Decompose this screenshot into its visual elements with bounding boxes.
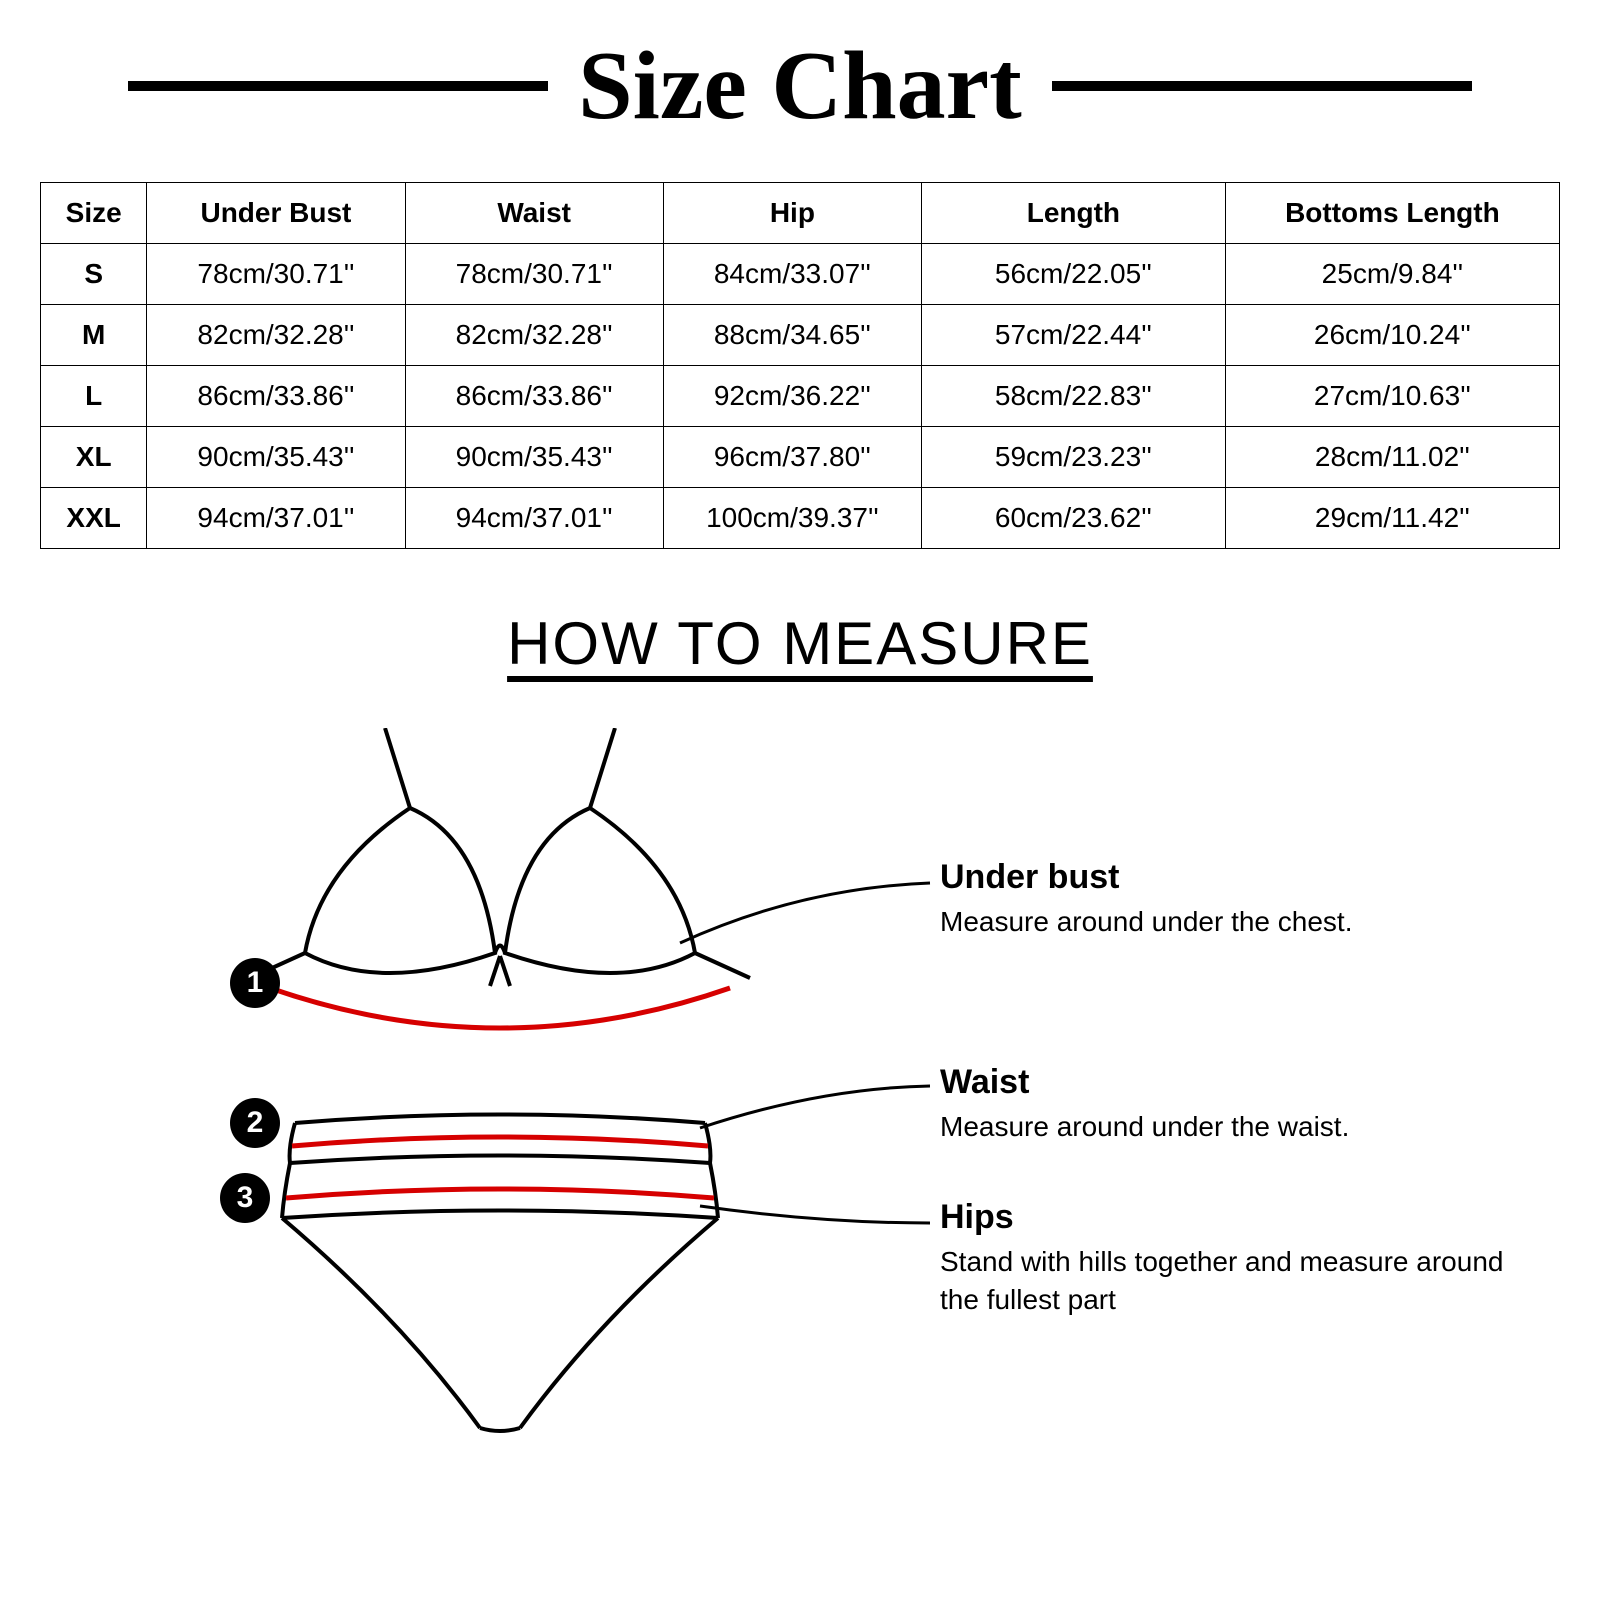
table-body: S 78cm/30.71'' 78cm/30.71'' 84cm/33.07''… <box>41 244 1560 549</box>
table-row: XL 90cm/35.43'' 90cm/35.43'' 96cm/37.80'… <box>41 427 1560 488</box>
bikini-top-icon <box>250 728 750 986</box>
cell: 25cm/9.84'' <box>1225 244 1559 305</box>
page-title: Size Chart <box>578 30 1022 142</box>
table-row: L 86cm/33.86'' 86cm/33.86'' 92cm/36.22''… <box>41 366 1560 427</box>
badge-2: 2 <box>230 1098 280 1148</box>
table-row: M 82cm/32.28'' 82cm/32.28'' 88cm/34.65''… <box>41 305 1560 366</box>
callout-label: Hips <box>940 1198 1540 1237</box>
cell: 58cm/22.83'' <box>921 366 1225 427</box>
cell: 84cm/33.07'' <box>663 244 921 305</box>
col-under-bust: Under Bust <box>147 183 405 244</box>
cell-size: L <box>41 366 147 427</box>
col-bottoms-length: Bottoms Length <box>1225 183 1559 244</box>
cell-size: S <box>41 244 147 305</box>
cell: 100cm/39.37'' <box>663 488 921 549</box>
col-hip: Hip <box>663 183 921 244</box>
callout-desc: Measure around under the waist. <box>940 1108 1500 1146</box>
callout-hips: Hips Stand with hills together and measu… <box>940 1198 1540 1319</box>
cell: 60cm/23.62'' <box>921 488 1225 549</box>
badge-3: 3 <box>220 1173 270 1223</box>
cell-size: XL <box>41 427 147 488</box>
cell: 56cm/22.05'' <box>921 244 1225 305</box>
badge-2-num: 2 <box>247 1106 264 1140</box>
underbust-measure-line <box>270 988 730 1028</box>
cell: 78cm/30.71'' <box>405 244 663 305</box>
callout-desc: Measure around under the chest. <box>940 903 1500 941</box>
callout-label: Waist <box>940 1063 1500 1102</box>
title-rule-left <box>128 81 548 91</box>
cell: 94cm/37.01'' <box>147 488 405 549</box>
title-row: Size Chart <box>40 30 1560 142</box>
cell: 96cm/37.80'' <box>663 427 921 488</box>
cell: 28cm/11.02'' <box>1225 427 1559 488</box>
cell: 78cm/30.71'' <box>147 244 405 305</box>
cell: 82cm/32.28'' <box>147 305 405 366</box>
waist-measure-line <box>292 1137 708 1146</box>
cell: 90cm/35.43'' <box>405 427 663 488</box>
cell: 88cm/34.65'' <box>663 305 921 366</box>
cell: 94cm/37.01'' <box>405 488 663 549</box>
bikini-bottom-icon <box>282 1115 718 1432</box>
cell: 86cm/33.86'' <box>405 366 663 427</box>
callout-desc: Stand with hills together and measure ar… <box>940 1243 1540 1319</box>
hip-measure-line <box>286 1189 714 1198</box>
measurement-diagram: 1 2 3 Under bust Measure around under th… <box>40 728 1560 1448</box>
cell: 26cm/10.24'' <box>1225 305 1559 366</box>
cell: 82cm/32.28'' <box>405 305 663 366</box>
how-to-measure-title: HOW TO MEASURE <box>40 609 1560 678</box>
col-length: Length <box>921 183 1225 244</box>
cell: 57cm/22.44'' <box>921 305 1225 366</box>
table-header-row: Size Under Bust Waist Hip Length Bottoms… <box>41 183 1560 244</box>
table-row: S 78cm/30.71'' 78cm/30.71'' 84cm/33.07''… <box>41 244 1560 305</box>
cell: 59cm/23.23'' <box>921 427 1225 488</box>
callout-label: Under bust <box>940 858 1500 897</box>
cell: 90cm/35.43'' <box>147 427 405 488</box>
callout-waist: Waist Measure around under the waist. <box>940 1063 1500 1146</box>
cell: 27cm/10.63'' <box>1225 366 1559 427</box>
callout-under-bust: Under bust Measure around under the ches… <box>940 858 1500 941</box>
table-row: XXL 94cm/37.01'' 94cm/37.01'' 100cm/39.3… <box>41 488 1560 549</box>
cell-size: M <box>41 305 147 366</box>
badge-3-num: 3 <box>237 1181 254 1215</box>
badge-1: 1 <box>230 958 280 1008</box>
cell-size: XXL <box>41 488 147 549</box>
leader-lines <box>680 883 930 1223</box>
cell: 92cm/36.22'' <box>663 366 921 427</box>
size-chart-table: Size Under Bust Waist Hip Length Bottoms… <box>40 182 1560 549</box>
badge-1-num: 1 <box>247 966 264 1000</box>
col-size: Size <box>41 183 147 244</box>
cell: 29cm/11.42'' <box>1225 488 1559 549</box>
title-rule-right <box>1052 81 1472 91</box>
cell: 86cm/33.86'' <box>147 366 405 427</box>
col-waist: Waist <box>405 183 663 244</box>
